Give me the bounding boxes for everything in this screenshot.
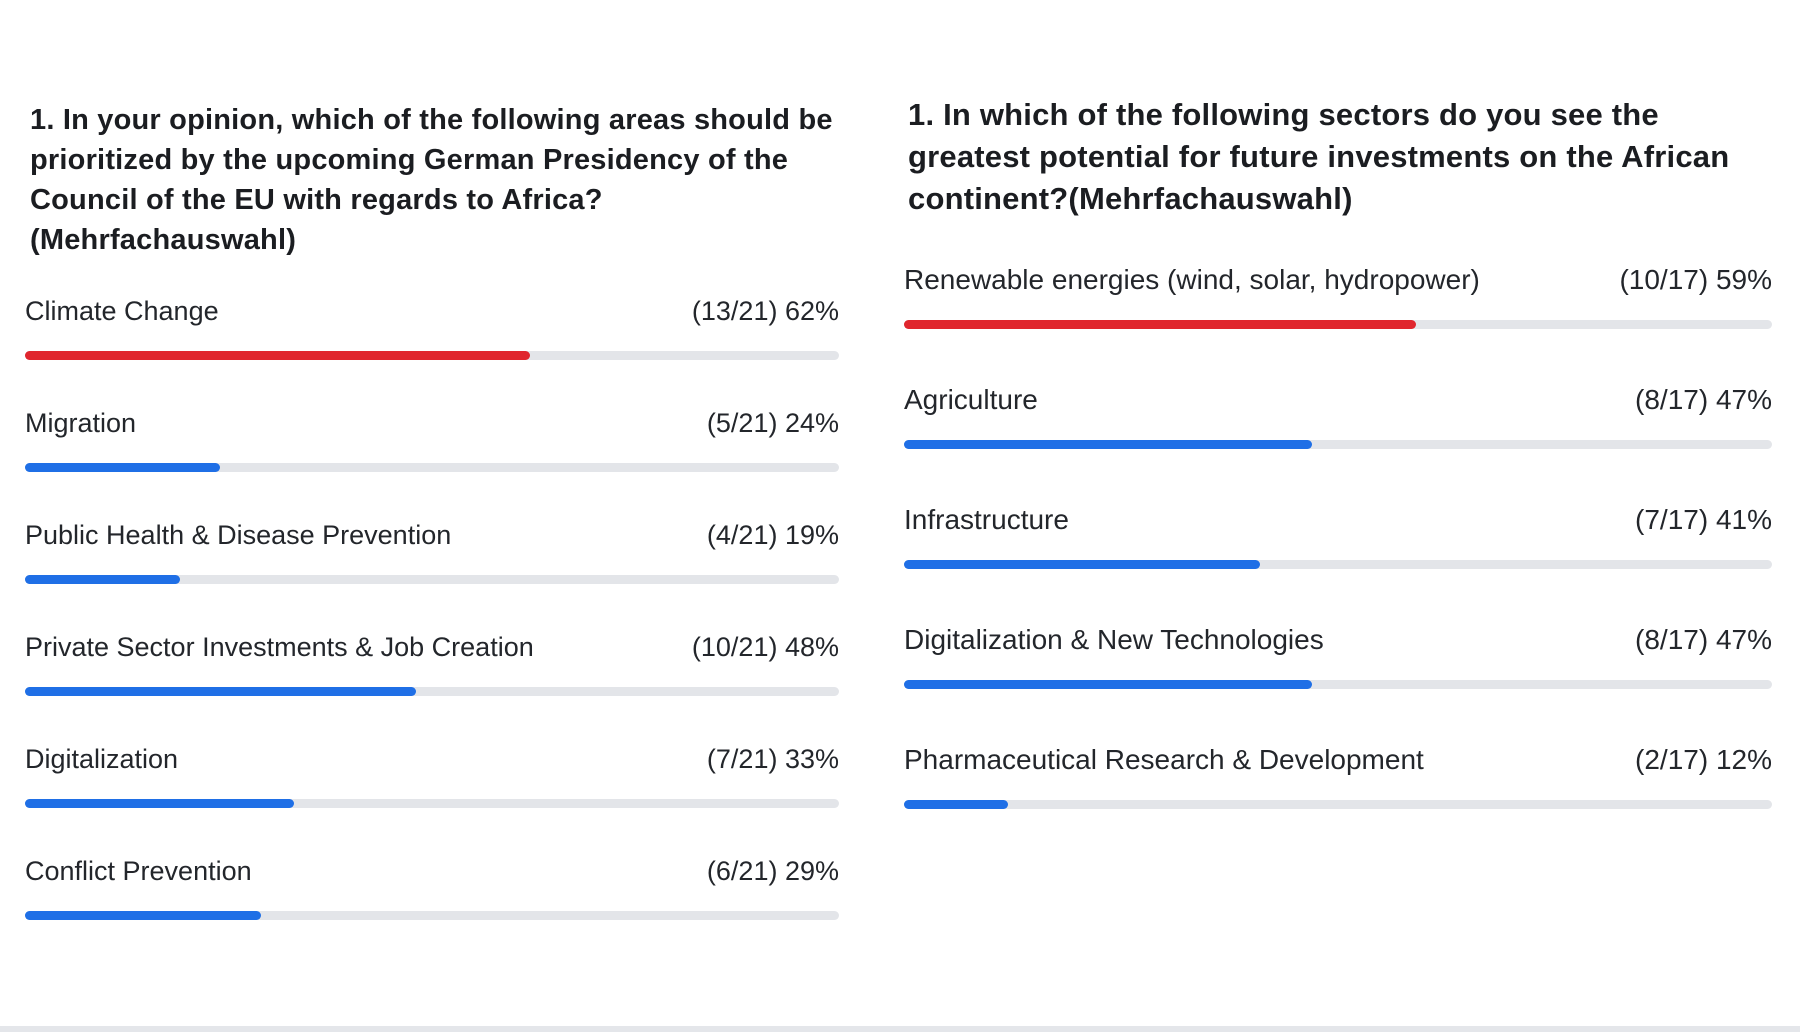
- progress-fill: [25, 575, 180, 584]
- poll-option-header: Climate Change (13/21) 62%: [25, 296, 839, 327]
- poll-question: 1. In your opinion, which of the followi…: [30, 104, 833, 256]
- progress-track: [25, 351, 839, 360]
- poll-question: 1. In which of the following sectors do …: [908, 97, 1730, 216]
- progress-track: [904, 440, 1772, 449]
- progress-track: [25, 911, 839, 920]
- progress-fill: [25, 799, 294, 808]
- poll-option-header: Conflict Prevention (6/21) 29%: [25, 856, 839, 887]
- progress-track: [904, 560, 1772, 569]
- poll-option-result: (6/21) 29%: [706, 856, 839, 886]
- poll-option-result: (8/17) 47%: [1635, 384, 1772, 415]
- poll-option-header: Digitalization (7/21) 33%: [25, 744, 839, 775]
- poll-option: Conflict Prevention (6/21) 29%: [25, 856, 839, 920]
- poll-option-label: Conflict Prevention: [25, 856, 252, 886]
- poll-option-result: (7/17) 41%: [1635, 504, 1772, 535]
- poll-option-result: (13/21) 62%: [691, 296, 839, 326]
- poll-option-header: Pharmaceutical Research & Development (2/…: [904, 744, 1772, 776]
- poll-option-result: (7/21) 33%: [706, 744, 839, 774]
- poll-option-header: Digitalization & New Technologies (8/17) …: [904, 624, 1772, 656]
- progress-track: [25, 799, 839, 808]
- poll-option-label: Migration: [25, 408, 137, 438]
- progress-fill: [25, 911, 262, 920]
- poll-option-label: Climate Change: [25, 296, 219, 326]
- poll-option-label: Infrastructure: [904, 504, 1069, 535]
- poll-option-header: Private Sector Investments & Job Creatio…: [25, 632, 839, 663]
- poll-option: Migration (5/21) 24%: [25, 408, 839, 472]
- poll-option-label: Renewable energies (wind, solar, hydropo…: [904, 264, 1480, 295]
- poll-option-header: Infrastructure (7/17) 41%: [904, 504, 1772, 536]
- poll-option-header: Public Health & Disease Prevention (4/21)…: [25, 520, 839, 551]
- poll-option: Public Health & Disease Prevention (4/21)…: [25, 520, 839, 584]
- poll-option-label: Private Sector Investments & Job Creatio…: [25, 632, 534, 662]
- progress-track: [25, 463, 839, 472]
- poll-option: Pharmaceutical Research & Development (2/…: [904, 744, 1772, 809]
- poll-option: Agriculture (8/17) 47%: [904, 384, 1772, 449]
- progress-fill: [25, 463, 221, 472]
- poll-option-label: Digitalization & New Technologies: [904, 624, 1324, 655]
- poll-option: Climate Change (13/21) 62%: [25, 296, 839, 360]
- progress-fill-leading: [25, 351, 530, 360]
- poll-option-header: Renewable energies (wind, solar, hydropo…: [904, 264, 1772, 296]
- progress-track: [904, 800, 1772, 809]
- poll-option: Infrastructure (7/17) 41%: [904, 504, 1772, 569]
- progress-track: [25, 687, 839, 696]
- poll-option-result: (5/21) 24%: [706, 408, 839, 438]
- progress-fill: [904, 440, 1312, 449]
- progress-fill: [25, 687, 416, 696]
- poll-option-label: Agriculture: [904, 384, 1038, 415]
- poll-option-result: (8/17) 47%: [1635, 624, 1772, 655]
- progress-track: [25, 575, 839, 584]
- poll-option-label: Pharmaceutical Research & Development: [904, 744, 1424, 775]
- poll-option: Digitalization & New Technologies (8/17) …: [904, 624, 1772, 689]
- poll-option: Private Sector Investments & Job Creatio…: [25, 632, 839, 696]
- footer-divider: [0, 1026, 1800, 1032]
- progress-fill: [904, 560, 1260, 569]
- progress-fill: [904, 680, 1312, 689]
- poll-option-label: Public Health & Disease Prevention: [25, 520, 452, 550]
- progress-track: [904, 320, 1772, 329]
- poll-option-result: (10/17) 59%: [1619, 264, 1772, 295]
- poll-option-label: Digitalization: [25, 744, 179, 774]
- poll-option-header: Migration (5/21) 24%: [25, 408, 839, 439]
- poll-option-result: (10/21) 48%: [691, 632, 839, 662]
- poll-option-header: Agriculture (8/17) 47%: [904, 384, 1772, 416]
- poll-option: Renewable energies (wind, solar, hydropo…: [904, 264, 1772, 329]
- progress-fill-leading: [904, 320, 1417, 329]
- poll-option-result: (4/21) 19%: [706, 520, 839, 550]
- poll-option: Digitalization (7/21) 33%: [25, 744, 839, 808]
- poll-option-result: (2/17) 12%: [1635, 744, 1772, 775]
- progress-fill: [904, 800, 1009, 809]
- progress-track: [904, 680, 1772, 689]
